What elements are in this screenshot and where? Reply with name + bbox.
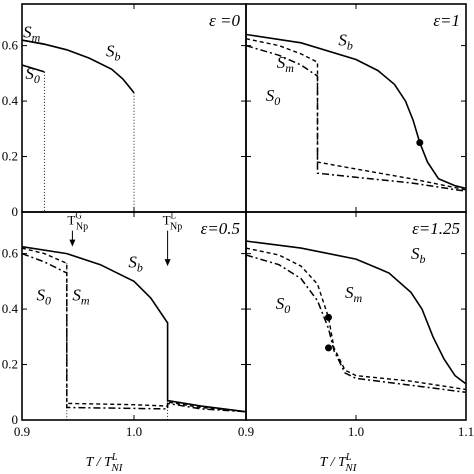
series-line-Sm bbox=[22, 247, 246, 413]
y-tick-label: 0.4 bbox=[2, 93, 19, 108]
curve-label-main: S bbox=[106, 42, 115, 61]
x-axis-label-left: T / TL NI bbox=[86, 452, 124, 474]
x-axis-label-sub: NI bbox=[344, 462, 357, 474]
curve-label: S0 bbox=[37, 286, 52, 308]
curve-label: Sm bbox=[72, 286, 90, 308]
curve-label-main: S bbox=[266, 86, 275, 105]
point-marker bbox=[325, 344, 332, 352]
transition-label-sup: L bbox=[171, 211, 177, 221]
curve-label-sub: b bbox=[115, 50, 121, 64]
curve-label-sub: m bbox=[81, 294, 90, 308]
curve-label: Sm bbox=[345, 283, 363, 305]
transition-label: TL Np bbox=[163, 211, 183, 233]
curve-label-main: S bbox=[128, 252, 137, 271]
arrow-head bbox=[164, 259, 171, 267]
x-axis-label-left-sup: L bbox=[111, 452, 118, 463]
curve-label-sub: m bbox=[285, 61, 294, 75]
x-tick-label: 1.0 bbox=[348, 424, 364, 439]
x-axis-label-left-main: T / T bbox=[86, 455, 113, 470]
curve-label-main: S bbox=[23, 22, 32, 41]
series-line-Sm bbox=[22, 39, 45, 45]
transition-label-sub: Np bbox=[76, 222, 88, 233]
curve-label-main: S bbox=[25, 64, 34, 83]
panel-title: ε=1 bbox=[433, 11, 460, 30]
arrow-head bbox=[69, 239, 76, 247]
point-marker bbox=[416, 139, 424, 147]
curve-label: Sm bbox=[23, 22, 41, 44]
curve-label-sub: 0 bbox=[45, 294, 51, 308]
x-tick-label: 1.0 bbox=[126, 424, 142, 439]
panels: 00.20.40.6ε =0SmSbS0ε=1SbSmS000.20.40.60… bbox=[2, 3, 474, 439]
y-tick-label: 0 bbox=[12, 412, 19, 427]
series-line-Sb bbox=[246, 33, 466, 190]
series-line-Sm bbox=[246, 247, 466, 391]
x-tick-label: 1.1 bbox=[458, 424, 474, 439]
curve-label-sub: 0 bbox=[284, 302, 290, 316]
curve-label: Sb bbox=[106, 42, 121, 64]
curve-label: Sm bbox=[277, 53, 295, 75]
panel-title: ε=1.25 bbox=[412, 219, 460, 238]
y-tick-label: 0.2 bbox=[2, 357, 18, 372]
transition-label: TG Np bbox=[67, 211, 88, 233]
panel-title: ε =0 bbox=[209, 11, 240, 30]
series-line-Sb bbox=[22, 245, 246, 413]
curve-label-sub: b bbox=[420, 252, 426, 266]
x-tick-label: 0.9 bbox=[238, 424, 254, 439]
x-tick-label: 0.9 bbox=[14, 424, 30, 439]
curve-label-main: S bbox=[276, 294, 285, 313]
y-tick-label: 0 bbox=[12, 204, 19, 219]
curve-label-sub: 0 bbox=[274, 94, 280, 108]
curve-label: Sb bbox=[411, 244, 426, 266]
transition-label-sub: Np bbox=[170, 222, 182, 233]
series-line-S0 bbox=[22, 252, 246, 413]
x-axis-label-left-sub: NI bbox=[110, 462, 123, 474]
x-axis-label: T / TL NI bbox=[320, 452, 358, 474]
curve-label: Sb bbox=[128, 252, 143, 274]
point-marker bbox=[325, 313, 332, 321]
transition-label-main: T bbox=[163, 213, 171, 228]
panel-frame bbox=[21, 211, 247, 421]
curve-label: S0 bbox=[266, 86, 281, 108]
y-tick-label: 0.6 bbox=[2, 246, 19, 261]
x-axis-label-main: T / T bbox=[320, 455, 347, 470]
curve-label-sub: m bbox=[354, 291, 363, 305]
series-line-S0 bbox=[246, 254, 466, 394]
panel-title: ε=0.5 bbox=[201, 219, 240, 238]
series-line-S0 bbox=[22, 64, 45, 73]
curve-label-main: S bbox=[277, 53, 286, 72]
series-line-Sm bbox=[246, 38, 466, 191]
curve-label: Sb bbox=[338, 31, 353, 53]
transition-label-main: T bbox=[67, 213, 75, 228]
y-tick-label: 0.6 bbox=[2, 38, 19, 53]
curve-label-main: S bbox=[411, 244, 420, 263]
curve-label: S0 bbox=[25, 64, 40, 86]
curve-label-main: S bbox=[37, 286, 46, 305]
curve-label-main: S bbox=[72, 286, 81, 305]
curve-label-main: S bbox=[338, 31, 347, 50]
curve-label-main: S bbox=[345, 283, 354, 302]
y-tick-label: 0.2 bbox=[2, 149, 18, 164]
series-line-S0 bbox=[246, 44, 466, 192]
transition-label-sup: G bbox=[75, 211, 82, 221]
series-line-Sb bbox=[246, 240, 466, 385]
curve-label-sub: m bbox=[32, 30, 41, 44]
y-tick-label: 0.4 bbox=[2, 301, 19, 316]
curve-label-sub: 0 bbox=[34, 72, 40, 86]
curve-label-sub: b bbox=[137, 260, 143, 274]
curve-label: S0 bbox=[276, 294, 291, 316]
x-axis-label-sup: L bbox=[345, 452, 352, 463]
curve-label-sub: b bbox=[347, 39, 353, 53]
